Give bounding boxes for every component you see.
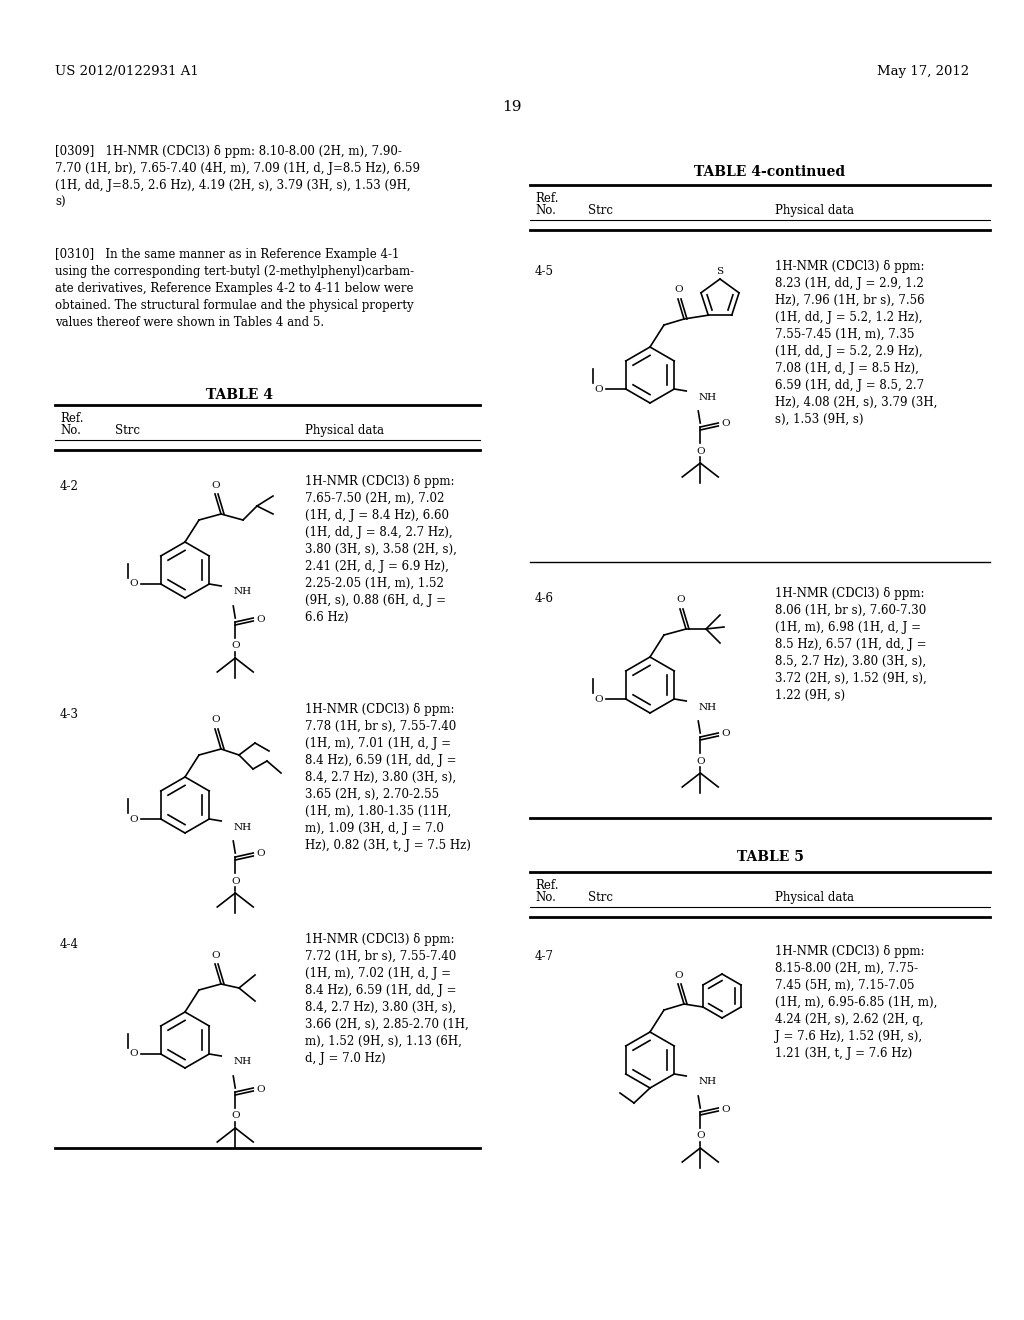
Text: O: O [595, 384, 603, 393]
Text: O: O [129, 814, 138, 824]
Text: O: O [256, 1085, 264, 1093]
Text: TABLE 5: TABLE 5 [736, 850, 804, 865]
Text: 1H-NMR (CDCl3) δ ppm:
7.78 (1H, br s), 7.55-7.40
(1H, m), 7.01 (1H, d, J =
8.4 H: 1H-NMR (CDCl3) δ ppm: 7.78 (1H, br s), 7… [305, 704, 471, 851]
Text: NH: NH [698, 1077, 717, 1086]
Text: May 17, 2012: May 17, 2012 [877, 65, 969, 78]
Text: 1H-NMR (CDCl3) δ ppm:
7.65-7.50 (2H, m), 7.02
(1H, d, J = 8.4 Hz), 6.60
(1H, dd,: 1H-NMR (CDCl3) δ ppm: 7.65-7.50 (2H, m),… [305, 475, 457, 624]
Text: NH: NH [698, 702, 717, 711]
Text: O: O [231, 1111, 240, 1121]
Text: [0309]   1H-NMR (CDCl3) δ ppm: 8.10-8.00 (2H, m), 7.90-
7.70 (1H, br), 7.65-7.40: [0309] 1H-NMR (CDCl3) δ ppm: 8.10-8.00 (… [55, 145, 420, 209]
Text: No.: No. [535, 205, 556, 216]
Text: O: O [595, 694, 603, 704]
Text: O: O [675, 285, 683, 294]
Text: 1H-NMR (CDCl3) δ ppm:
8.06 (1H, br s), 7.60-7.30
(1H, m), 6.98 (1H, d, J =
8.5 H: 1H-NMR (CDCl3) δ ppm: 8.06 (1H, br s), 7… [775, 587, 927, 702]
Text: 1H-NMR (CDCl3) δ ppm:
7.72 (1H, br s), 7.55-7.40
(1H, m), 7.02 (1H, d, J =
8.4 H: 1H-NMR (CDCl3) δ ppm: 7.72 (1H, br s), 7… [305, 933, 469, 1065]
Text: Physical data: Physical data [775, 205, 854, 216]
Text: No.: No. [535, 891, 556, 904]
Text: Strc: Strc [588, 891, 613, 904]
Text: 4-3: 4-3 [60, 708, 79, 721]
Text: Ref.: Ref. [60, 412, 84, 425]
Text: Ref.: Ref. [535, 879, 558, 892]
Text: Physical data: Physical data [775, 891, 854, 904]
Text: O: O [677, 595, 685, 605]
Text: TABLE 4: TABLE 4 [207, 388, 273, 403]
Text: O: O [212, 480, 220, 490]
Text: O: O [212, 950, 220, 960]
Text: O: O [129, 1049, 138, 1059]
Text: O: O [256, 615, 264, 623]
Text: NH: NH [233, 587, 251, 597]
Text: Strc: Strc [588, 205, 613, 216]
Text: Ref.: Ref. [535, 191, 558, 205]
Text: O: O [696, 756, 705, 766]
Text: S: S [717, 268, 724, 276]
Text: 19: 19 [502, 100, 522, 114]
Text: Physical data: Physical data [305, 424, 384, 437]
Text: O: O [696, 446, 705, 455]
Text: O: O [696, 1131, 705, 1140]
Text: O: O [721, 1105, 729, 1114]
Text: O: O [721, 730, 729, 738]
Text: O: O [231, 876, 240, 886]
Text: O: O [231, 642, 240, 651]
Text: 4-4: 4-4 [60, 939, 79, 950]
Text: No.: No. [60, 424, 81, 437]
Text: 1H-NMR (CDCl3) δ ppm:
8.23 (1H, dd, J = 2.9, 1.2
Hz), 7.96 (1H, br s), 7.56
(1H,: 1H-NMR (CDCl3) δ ppm: 8.23 (1H, dd, J = … [775, 260, 937, 426]
Text: 4-5: 4-5 [535, 265, 554, 279]
Text: NH: NH [233, 1057, 251, 1067]
Text: [0310]   In the same manner as in Reference Example 4-1
using the corresponding : [0310] In the same manner as in Referenc… [55, 248, 414, 329]
Text: NH: NH [233, 822, 251, 832]
Text: O: O [212, 715, 220, 725]
Text: Strc: Strc [115, 424, 140, 437]
Text: 4-7: 4-7 [535, 950, 554, 964]
Text: NH: NH [698, 392, 717, 401]
Text: 4-6: 4-6 [535, 591, 554, 605]
Text: O: O [129, 579, 138, 589]
Text: US 2012/0122931 A1: US 2012/0122931 A1 [55, 65, 199, 78]
Text: O: O [675, 970, 683, 979]
Text: 4-2: 4-2 [60, 480, 79, 492]
Text: O: O [256, 850, 264, 858]
Text: TABLE 4-continued: TABLE 4-continued [694, 165, 846, 180]
Text: O: O [721, 420, 729, 429]
Text: 1H-NMR (CDCl3) δ ppm:
8.15-8.00 (2H, m), 7.75-
7.45 (5H, m), 7.15-7.05
(1H, m), : 1H-NMR (CDCl3) δ ppm: 8.15-8.00 (2H, m),… [775, 945, 937, 1060]
